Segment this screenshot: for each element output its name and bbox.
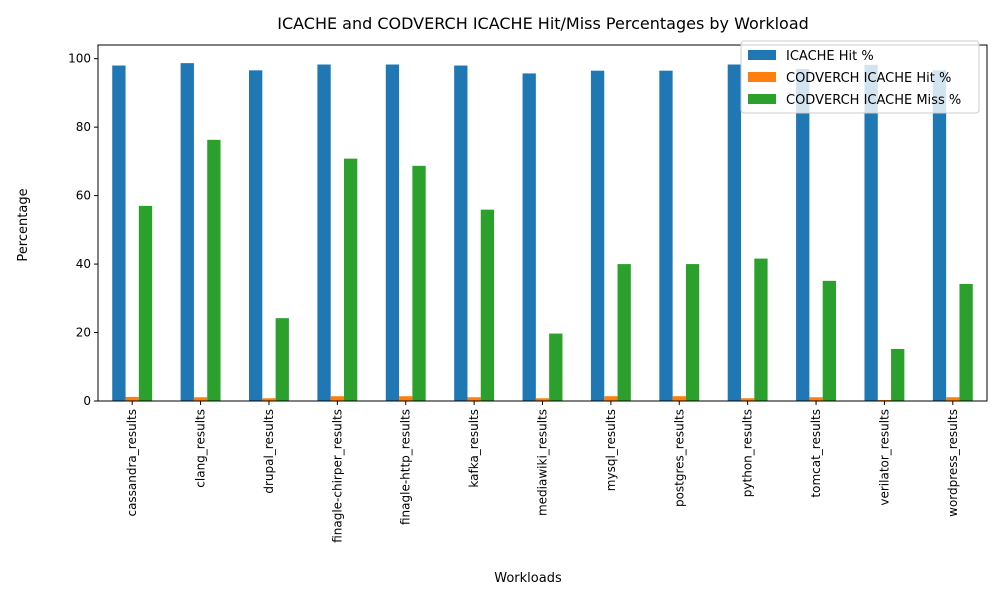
legend-label: CODVERCH ICACHE Hit %: [786, 71, 951, 86]
x-tick-label: tomcat_results: [809, 409, 823, 498]
bar: [343, 158, 358, 401]
x-tick-label: kafka_results: [467, 409, 481, 488]
chart-title: ICACHE and CODVERCH ICACHE Hit/Miss Perc…: [277, 14, 809, 33]
bar: [822, 280, 836, 401]
y-axis: 0 20 40 60 80 100: [68, 52, 98, 408]
x-tick-label: wordpress_results: [946, 409, 960, 517]
bar: [317, 64, 331, 401]
bar: [180, 63, 194, 402]
bar: [112, 65, 126, 402]
bar: [138, 205, 153, 401]
y-tick-label: 60: [76, 189, 91, 203]
legend-swatch: [748, 72, 776, 82]
bar: [891, 348, 905, 401]
legend-swatch: [748, 94, 776, 104]
legend: ICACHE Hit % CODVERCH ICACHE Hit % CODVERC…: [740, 40, 980, 114]
x-tick-label: mediawiki_results: [536, 409, 550, 516]
x-tick-label: clang_results: [194, 409, 208, 488]
legend-swatch: [748, 50, 776, 60]
bar: [741, 398, 755, 401]
bar: [454, 65, 468, 402]
y-axis-label: Percentage: [16, 188, 31, 261]
bar: [932, 70, 947, 401]
bar: [809, 397, 823, 401]
bar: [275, 318, 289, 401]
x-tick-label: finagle-chirper_results: [330, 409, 344, 543]
x-tick-label: drupal_results: [262, 409, 276, 494]
y-tick-label: 40: [76, 257, 91, 271]
bar: [399, 396, 413, 401]
legend-label: ICACHE Hit %: [786, 49, 874, 64]
bar: [864, 64, 878, 401]
bar: [207, 139, 221, 402]
x-tick-label: python_results: [741, 409, 755, 497]
bar: [796, 68, 810, 401]
x-tick-label: mysql_results: [604, 409, 618, 491]
bar: [659, 70, 673, 401]
bar: [672, 396, 686, 401]
bar: [125, 396, 139, 401]
y-tick-label: 20: [76, 326, 91, 340]
bar: [727, 64, 742, 401]
y-tick-label: 100: [68, 52, 91, 66]
bar: [604, 396, 618, 401]
bar: [467, 397, 481, 401]
bar: [385, 64, 400, 401]
bar: [877, 399, 892, 401]
bar: [549, 333, 563, 401]
bar: [480, 209, 495, 401]
bar: [754, 258, 768, 401]
y-tick-label: 0: [83, 394, 91, 408]
legend-box: [740, 40, 980, 114]
x-tick-label: postgres_results: [672, 409, 686, 507]
bar: [522, 73, 536, 402]
y-tick-label: 80: [76, 120, 91, 134]
x-axis-label: Workloads: [494, 571, 562, 586]
bar: [193, 397, 208, 401]
bar: [617, 264, 631, 401]
x-tick-label: cassandra_results: [125, 409, 139, 517]
x-tick-label: finagle-http_results: [399, 409, 413, 525]
bar: [590, 70, 605, 401]
bar: [330, 396, 344, 401]
x-axis: cassandra_results clang_results drupal_res…: [125, 401, 960, 543]
x-tick-label: verilator_results: [877, 409, 891, 506]
bar: [535, 398, 550, 401]
plot-area: [97, 44, 988, 402]
bar: [959, 283, 973, 401]
legend-label: CODVERCH ICACHE Miss %: [786, 93, 961, 108]
bar: [249, 70, 263, 401]
bar: [946, 397, 960, 401]
bar: [262, 398, 276, 401]
bar: [412, 165, 426, 401]
bar: [685, 264, 700, 401]
